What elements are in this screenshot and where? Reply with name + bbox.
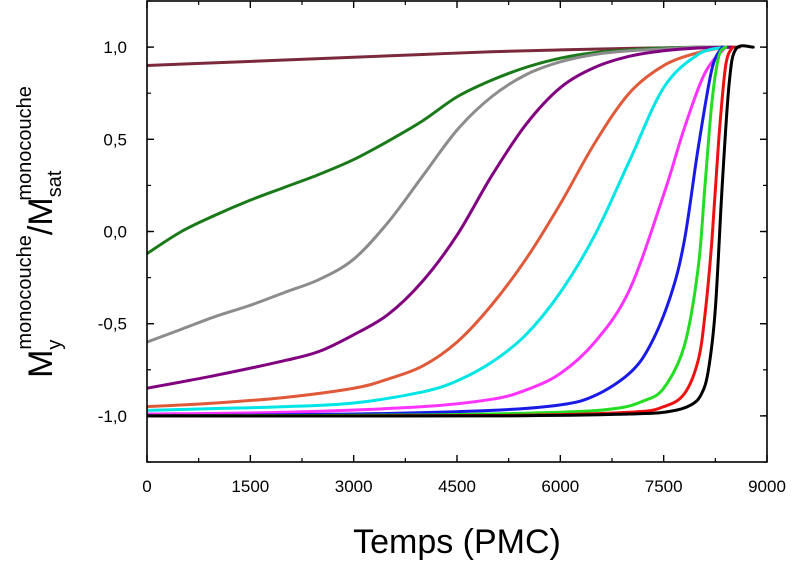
y-axis-title-sep: /M — [22, 197, 60, 235]
x-tick-label: 3000 — [335, 477, 373, 496]
y-tick-label: -1,0 — [98, 407, 127, 426]
y-axis-title-sup: monocouche — [14, 235, 36, 350]
x-tick-label: 7500 — [645, 477, 683, 496]
tick-layer: 0 1500 3000 4500 6000 7500 9000 -1,0 -0,5 0,0 0,5 1… — [98, 0, 786, 496]
series-line-5 — [147, 45, 728, 409]
y-tick-label: -0,5 — [98, 315, 127, 334]
series-line-6 — [147, 45, 728, 412]
x-tick-label: 6000 — [541, 477, 579, 496]
series-line-3 — [147, 45, 735, 344]
series-layer — [147, 44, 755, 418]
y-axis-title: My monocouche/Msat monocouche — [14, 86, 66, 378]
x-tick-label: 0 — [142, 477, 151, 496]
y-axis-title-main: M — [22, 350, 60, 378]
x-axis-title: Temps (PMC) — [353, 523, 561, 561]
x-tick-label: 4500 — [438, 477, 476, 496]
y-axis-title-sub2: sat — [44, 170, 66, 197]
series-line-7 — [147, 45, 728, 416]
series-line-11 — [147, 44, 755, 418]
y-tick-label: 0,0 — [103, 223, 127, 242]
series-line-4 — [147, 45, 735, 390]
plot-frame — [146, 0, 768, 463]
y-axis-title-sub: y — [44, 340, 66, 350]
y-tick-label: 0,5 — [103, 130, 127, 149]
series-line-8 — [147, 45, 724, 418]
x-tick-label: 1500 — [231, 477, 269, 496]
y-tick-label: 1,0 — [103, 38, 127, 57]
series-line-10 — [147, 45, 735, 418]
y-axis-title-sup2: monocouche — [14, 86, 36, 201]
x-tick-label: 9000 — [748, 477, 786, 496]
